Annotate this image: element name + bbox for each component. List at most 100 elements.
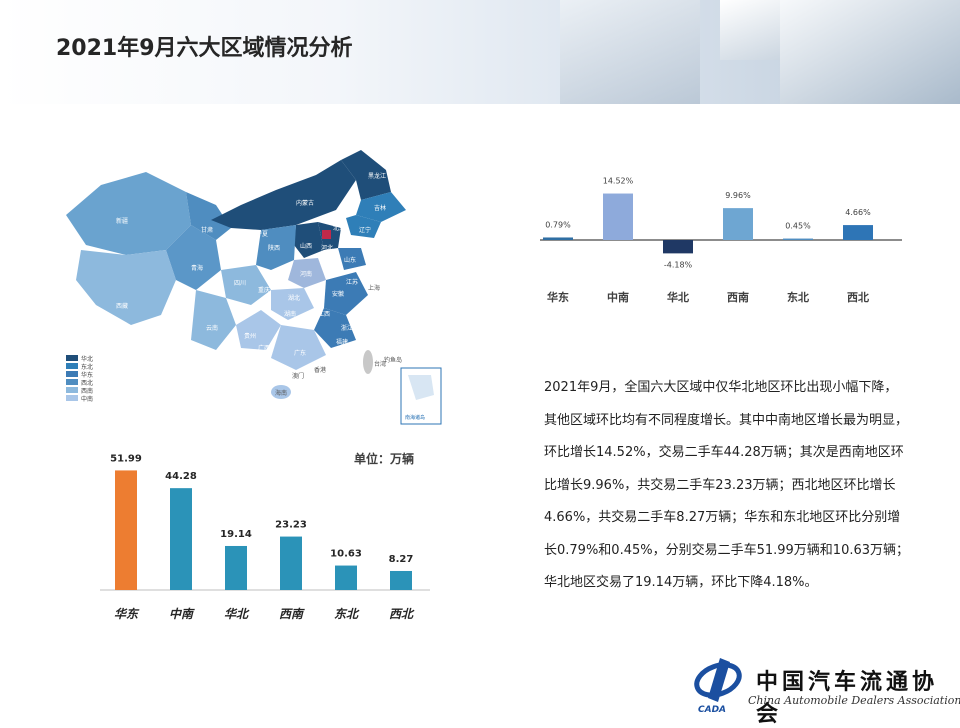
map-label: 四川 [234, 280, 246, 287]
map-label: 吉林 [374, 204, 386, 212]
bar [115, 470, 137, 590]
map-label: 辽宁 [359, 226, 371, 234]
header-decoration [720, 0, 790, 60]
bar [723, 208, 753, 240]
page-title: 2021年9月六大区域情况分析 [56, 36, 353, 61]
paragraph-line: 华北地区交易了19.14万辆，环比下降4.18%。 [544, 575, 818, 590]
map-region-hainan [271, 385, 291, 399]
cada-logo-icon: CADA [694, 658, 742, 715]
unit-label: 单位：万辆 [354, 451, 414, 466]
category-label: 华北 [224, 607, 250, 621]
paragraph-line: 4.66%，共交易二手车8.27万辆；华东和东北地区环比分别增 [544, 510, 901, 525]
category-label: 华北 [667, 290, 689, 304]
map-label: 山东 [344, 256, 356, 264]
category-label: 西北 [389, 607, 415, 621]
svg-text:中南: 中南 [81, 395, 93, 403]
volume-chart-area: 单位：万辆 51.99 华东 44.28 中南 19.14 华北 23.23 西南 10.63 东北… [100, 450, 430, 630]
bar [543, 237, 573, 240]
svg-text:西北: 西北 [81, 379, 93, 387]
map-region-zhejiang-fujian [314, 308, 356, 348]
analysis-paragraph: 2021年9月，全国六大区域中仅华北地区环比出现小幅下降， 其他区域环比均有不同… [544, 372, 924, 600]
category-label: 华东 [547, 290, 569, 304]
map-label: 重庆 [258, 286, 270, 294]
map-label: 钓鱼岛 [384, 356, 402, 364]
map-label: 湖南 [284, 310, 296, 318]
map-region-liaoning [346, 215, 381, 238]
bar [783, 238, 813, 240]
map-region-shandong [338, 248, 366, 270]
map-label: 广东 [294, 349, 306, 357]
map-region-taiwan [363, 350, 373, 374]
map-region-beijing [322, 230, 331, 239]
data-label: 51.99 [110, 453, 142, 464]
map-label: 山西 [300, 242, 312, 250]
map-region-neimenggu [211, 160, 356, 230]
map-region-hubei-hunan [271, 288, 314, 320]
data-label: 9.96% [725, 191, 751, 200]
map-region-gansu [186, 192, 231, 240]
map-region-shaanxi [256, 225, 296, 270]
map-label: 台湾 [374, 360, 386, 368]
bar [280, 536, 302, 590]
category-label: 东北 [334, 607, 360, 621]
map-label: 江苏 [346, 278, 358, 286]
bar [225, 545, 247, 590]
header-decoration [780, 0, 960, 104]
paragraph-line: 其他区域环比均有不同程度增长。其中中南地区增长最为明显， [544, 412, 909, 428]
map-region-sichuan [221, 265, 271, 305]
category-label: 华东 [114, 607, 140, 621]
map-label: 云南 [206, 324, 218, 332]
svg-text:西南: 西南 [81, 387, 93, 395]
map-label: 湖北 [288, 294, 300, 302]
data-label: -4.18% [664, 260, 693, 269]
growth-rate-chart: 0.79% 华东 14.52% 中南 -4.18% 华北 9.96% 西南 0.45% 东北 4.6… [540, 177, 902, 304]
map-region-jilin [356, 192, 406, 222]
map-label: 甘肃 [201, 226, 213, 234]
data-label: 23.23 [275, 520, 307, 531]
map-region-qinghai [166, 225, 221, 290]
data-label: 44.28 [165, 471, 197, 482]
paragraph-line: 长0.79%和0.45%，分别交易二手车51.99万辆和10.63万辆； [544, 542, 910, 558]
bar [390, 570, 412, 590]
map-label: 青海 [191, 264, 203, 272]
map-label: 河南 [300, 270, 312, 278]
bar [843, 225, 873, 240]
map-label: 香港 [314, 366, 326, 374]
map-label: 上海 [368, 284, 380, 292]
data-label: 4.66% [845, 208, 871, 217]
map-label: 河北 [321, 244, 333, 252]
data-label: 8.27 [389, 554, 414, 565]
volume-chart: 单位：万辆 51.99 华东 44.28 中南 19.14 华北 23.23 西南 10.63 东北… [100, 451, 430, 621]
map-region-heilongjiang [341, 150, 391, 200]
bar [603, 193, 633, 240]
paragraph-line: 环比增长14.52%，交易二手车44.28万辆；其次是西南地区环 [544, 445, 904, 460]
map-region-guizhou-guangxi [236, 310, 281, 350]
map-region-yunnan [191, 290, 236, 350]
svg-text:华北: 华北 [81, 355, 93, 363]
map-label: 宁夏 [256, 230, 268, 238]
category-label: 东北 [787, 290, 809, 304]
data-label: 0.45% [785, 222, 811, 231]
paragraph-line: 2021年9月，全国六大区域中仅华北地区环比出现小幅下降， [544, 380, 898, 395]
map-region-xinjiang [66, 172, 191, 255]
category-label: 中南 [607, 290, 629, 304]
svg-text:CADA: CADA [698, 705, 726, 714]
category-label: 西南 [727, 290, 749, 304]
bar [335, 565, 357, 590]
header-decoration [560, 0, 700, 104]
map-label: 西藏 [116, 302, 128, 310]
data-label: 19.14 [220, 529, 252, 540]
map-region-shanxi-hebei [294, 222, 324, 258]
category-label: 西北 [847, 290, 869, 304]
map-label: 安徽 [332, 290, 344, 298]
svg-text:华东: 华东 [81, 371, 93, 379]
header-banner [0, 0, 960, 104]
map-label: 陕西 [268, 244, 280, 252]
map-label: 广西 [258, 344, 270, 352]
china-region-map: 新疆 西藏 青海 甘肃 内蒙古 黑龙江 吉林 辽宁 北京 河北 山西 山东 陕西… [66, 150, 442, 425]
map-label: 澳门 [292, 372, 304, 380]
logo-english-name: China Automobile Dealers Association [748, 694, 960, 707]
map-region-jiangsu-anhui [324, 272, 368, 315]
map-label: 新疆 [116, 217, 128, 225]
map-label: 黑龙江 [368, 172, 386, 180]
